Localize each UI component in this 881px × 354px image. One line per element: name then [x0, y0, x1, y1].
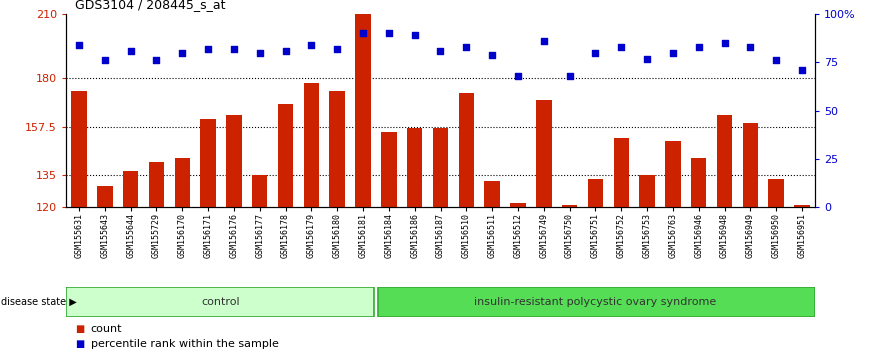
Bar [588, 179, 603, 207]
Text: GSM156187: GSM156187 [436, 213, 445, 258]
Text: GSM155631: GSM155631 [75, 213, 84, 258]
Point [459, 44, 473, 50]
Point [744, 44, 758, 50]
Bar [122, 171, 138, 207]
Bar [665, 141, 681, 207]
Text: GSM156181: GSM156181 [359, 213, 367, 258]
Text: GSM156752: GSM156752 [617, 213, 626, 258]
Bar [510, 203, 526, 207]
Point [408, 33, 422, 38]
Bar [226, 115, 241, 207]
Text: GSM156951: GSM156951 [797, 213, 806, 258]
Text: GSM156511: GSM156511 [488, 213, 497, 258]
Text: ■: ■ [75, 339, 84, 349]
Text: GSM156179: GSM156179 [307, 213, 316, 258]
Text: GSM156170: GSM156170 [178, 213, 187, 258]
Point [150, 58, 164, 63]
Point [278, 48, 292, 54]
Point [692, 44, 706, 50]
Point [433, 48, 448, 54]
Text: GSM156750: GSM156750 [565, 213, 574, 258]
Bar [433, 128, 448, 207]
Point [201, 46, 215, 52]
Bar [743, 124, 759, 207]
Point [227, 46, 241, 52]
Point [795, 67, 809, 73]
Point [381, 31, 396, 36]
FancyBboxPatch shape [66, 287, 374, 317]
Bar [795, 205, 810, 207]
Text: GSM156753: GSM156753 [642, 213, 652, 258]
Bar [355, 14, 371, 207]
Bar [717, 115, 732, 207]
Text: GSM156763: GSM156763 [669, 213, 677, 258]
Bar [485, 181, 500, 207]
Bar [768, 179, 784, 207]
Bar [459, 93, 474, 207]
Text: GSM156512: GSM156512 [514, 213, 522, 258]
Bar [562, 205, 577, 207]
Text: insulin-resistant polycystic ovary syndrome: insulin-resistant polycystic ovary syndr… [474, 297, 716, 307]
Bar [691, 158, 707, 207]
Bar [304, 83, 319, 207]
Bar [329, 91, 345, 207]
Text: GSM156184: GSM156184 [384, 213, 393, 258]
Point [666, 50, 680, 56]
Point [614, 44, 628, 50]
Point [98, 58, 112, 63]
Bar [640, 175, 655, 207]
Bar [174, 158, 190, 207]
Text: count: count [91, 324, 122, 334]
Text: percentile rank within the sample: percentile rank within the sample [91, 339, 278, 349]
Text: GSM155729: GSM155729 [152, 213, 161, 258]
Point [304, 42, 318, 48]
Bar [252, 175, 268, 207]
Text: GSM156751: GSM156751 [591, 213, 600, 258]
Text: GSM156948: GSM156948 [720, 213, 729, 258]
Text: GSM156946: GSM156946 [694, 213, 703, 258]
Bar [278, 104, 293, 207]
Point [511, 73, 525, 79]
Bar [381, 132, 396, 207]
Point [72, 42, 86, 48]
Point [589, 50, 603, 56]
Text: GSM155644: GSM155644 [126, 213, 135, 258]
Bar [200, 119, 216, 207]
Bar [97, 185, 113, 207]
Text: GSM156171: GSM156171 [204, 213, 212, 258]
Point [717, 40, 731, 46]
Bar [407, 128, 422, 207]
Point [769, 58, 783, 63]
Text: GSM156178: GSM156178 [281, 213, 290, 258]
Bar [71, 91, 86, 207]
Text: GDS3104 / 208445_s_at: GDS3104 / 208445_s_at [75, 0, 226, 11]
Text: control: control [202, 297, 241, 307]
Point [253, 50, 267, 56]
FancyBboxPatch shape [378, 287, 815, 317]
Point [537, 38, 551, 44]
Text: GSM156949: GSM156949 [746, 213, 755, 258]
Point [640, 56, 654, 61]
Point [563, 73, 577, 79]
Bar [613, 138, 629, 207]
Text: GSM155643: GSM155643 [100, 213, 109, 258]
Text: disease state ▶: disease state ▶ [1, 297, 77, 307]
Text: GSM156749: GSM156749 [539, 213, 548, 258]
Point [356, 31, 370, 36]
Bar [149, 162, 164, 207]
Text: GSM156177: GSM156177 [255, 213, 264, 258]
Text: ■: ■ [75, 324, 84, 334]
Text: GSM156180: GSM156180 [333, 213, 342, 258]
Point [175, 50, 189, 56]
Text: GSM156950: GSM156950 [772, 213, 781, 258]
Point [330, 46, 344, 52]
Bar [536, 100, 552, 207]
Point [485, 52, 500, 57]
Point [123, 48, 137, 54]
Text: GSM156510: GSM156510 [462, 213, 470, 258]
Text: GSM156186: GSM156186 [411, 213, 419, 258]
Text: GSM156176: GSM156176 [229, 213, 239, 258]
